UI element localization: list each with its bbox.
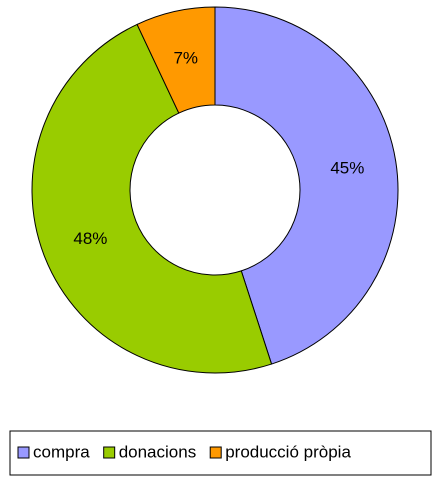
legend-label: producció pròpia: [225, 442, 351, 461]
data-label: 7%: [173, 49, 198, 68]
legend-swatch: [103, 446, 116, 459]
data-label: 45%: [330, 159, 364, 178]
donut-slice: [214, 6, 399, 365]
legend-swatch: [209, 446, 222, 459]
donut-slice: [31, 23, 273, 374]
legend-swatch: [17, 446, 30, 459]
legend-label: compra: [33, 442, 90, 461]
donut-slice: [136, 6, 216, 114]
data-label: 48%: [73, 229, 107, 248]
legend-label: donacions: [119, 442, 197, 461]
